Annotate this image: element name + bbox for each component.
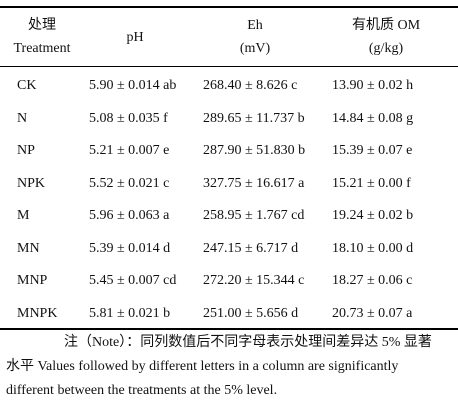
cell-ph: 5.08 ± 0.035 f <box>89 110 168 126</box>
cell-om: 13.90 ± 0.02 h <box>332 78 414 93</box>
cell-eh: 287.90 ± 51.830 b <box>203 143 306 158</box>
cell-eh: 268.40 ± 8.626 c <box>203 78 298 93</box>
cell-om: 20.73 ± 0.07 a <box>332 305 413 321</box>
table-footnote: 注（Note）：同列数值后不同字母表示处理间差异达 5% 显著 水平 Value… <box>6 331 452 403</box>
header-eh: Eh (mV) <box>205 14 305 60</box>
cell-ph: 5.39 ± 0.014 d <box>89 240 171 256</box>
cell-eh: 258.95 ± 1.767 cd <box>203 208 305 223</box>
header-treatment-en: Treatment <box>13 41 71 56</box>
table-row: NPK 5.52 ± 0.021 c 327.75 ± 16.617 a 15.… <box>0 168 458 201</box>
cell-eh: 272.20 ± 15.344 c <box>203 273 305 288</box>
cell-treatment: NP <box>17 143 35 158</box>
header-ph-label: pH <box>126 30 144 45</box>
cell-treatment: M <box>17 208 30 223</box>
table-top-rule <box>0 6 458 8</box>
cell-eh: 327.75 ± 16.617 a <box>203 175 305 191</box>
cell-treatment: MNPK <box>17 305 58 321</box>
cell-ph: 5.90 ± 0.014 ab <box>89 78 177 93</box>
header-om-unit: (g/kg) <box>368 41 404 56</box>
cell-ph: 5.45 ± 0.007 cd <box>89 273 177 288</box>
table-row: MNP 5.45 ± 0.007 cd 272.20 ± 15.344 c 18… <box>0 265 458 298</box>
cell-om: 18.10 ± 0.00 d <box>332 240 414 256</box>
cell-om: 19.24 ± 0.02 b <box>332 208 414 223</box>
footnote-line-3: different between the treatments at the … <box>6 383 278 398</box>
table-row: M 5.96 ± 0.063 a 258.95 ± 1.767 cd 19.24… <box>0 200 458 233</box>
cell-ph: 5.81 ± 0.021 b <box>89 305 171 321</box>
table-row: N 5.08 ± 0.035 f 289.65 ± 11.737 b 14.84… <box>0 103 458 136</box>
header-om: 有机质 OM (g/kg) <box>330 14 442 60</box>
cell-treatment: CK <box>17 78 37 93</box>
cell-ph: 5.96 ± 0.063 a <box>89 208 170 223</box>
header-eh-unit: (mV) <box>239 41 271 56</box>
table-header-rule <box>0 66 458 67</box>
header-om-name: 有机质 OM <box>351 18 421 33</box>
table-row: NP 5.21 ± 0.007 e 287.90 ± 51.830 b 15.3… <box>0 135 458 168</box>
cell-ph: 5.52 ± 0.021 c <box>89 175 170 191</box>
cell-treatment: MNP <box>17 273 48 288</box>
table-row: MN 5.39 ± 0.014 d 247.15 ± 6.717 d 18.10… <box>0 233 458 266</box>
cell-treatment: MN <box>17 240 40 256</box>
cell-om: 15.21 ± 0.00 f <box>332 175 411 191</box>
header-treatment: 处理 Treatment <box>8 14 76 60</box>
cell-treatment: N <box>17 110 28 126</box>
table-body: CK 5.90 ± 0.014 ab 268.40 ± 8.626 c 13.9… <box>0 70 458 330</box>
table-row: CK 5.90 ± 0.014 ab 268.40 ± 8.626 c 13.9… <box>0 70 458 103</box>
cell-eh: 289.65 ± 11.737 b <box>203 110 305 126</box>
cell-eh: 247.15 ± 6.717 d <box>203 240 299 256</box>
footnote-line-2: 水平 Values followed by different letters … <box>6 359 399 374</box>
cell-eh: 251.00 ± 5.656 d <box>203 305 299 321</box>
header-treatment-zh: 处理 <box>28 18 56 33</box>
cell-om: 15.39 ± 0.07 e <box>332 143 413 158</box>
table-row: MNPK 5.81 ± 0.021 b 251.00 ± 5.656 d 20.… <box>0 298 458 331</box>
cell-ph: 5.21 ± 0.007 e <box>89 143 170 158</box>
table-bottom-rule <box>0 328 458 330</box>
cell-om: 14.84 ± 0.08 g <box>332 110 414 126</box>
header-eh-name: Eh <box>247 18 263 33</box>
footnote-line-1: 注（Note）：同列数值后不同字母表示处理间差异达 5% 显著 <box>64 335 432 350</box>
header-ph: pH <box>100 26 170 49</box>
cell-treatment: NPK <box>17 175 46 191</box>
cell-om: 18.27 ± 0.06 c <box>332 273 413 288</box>
